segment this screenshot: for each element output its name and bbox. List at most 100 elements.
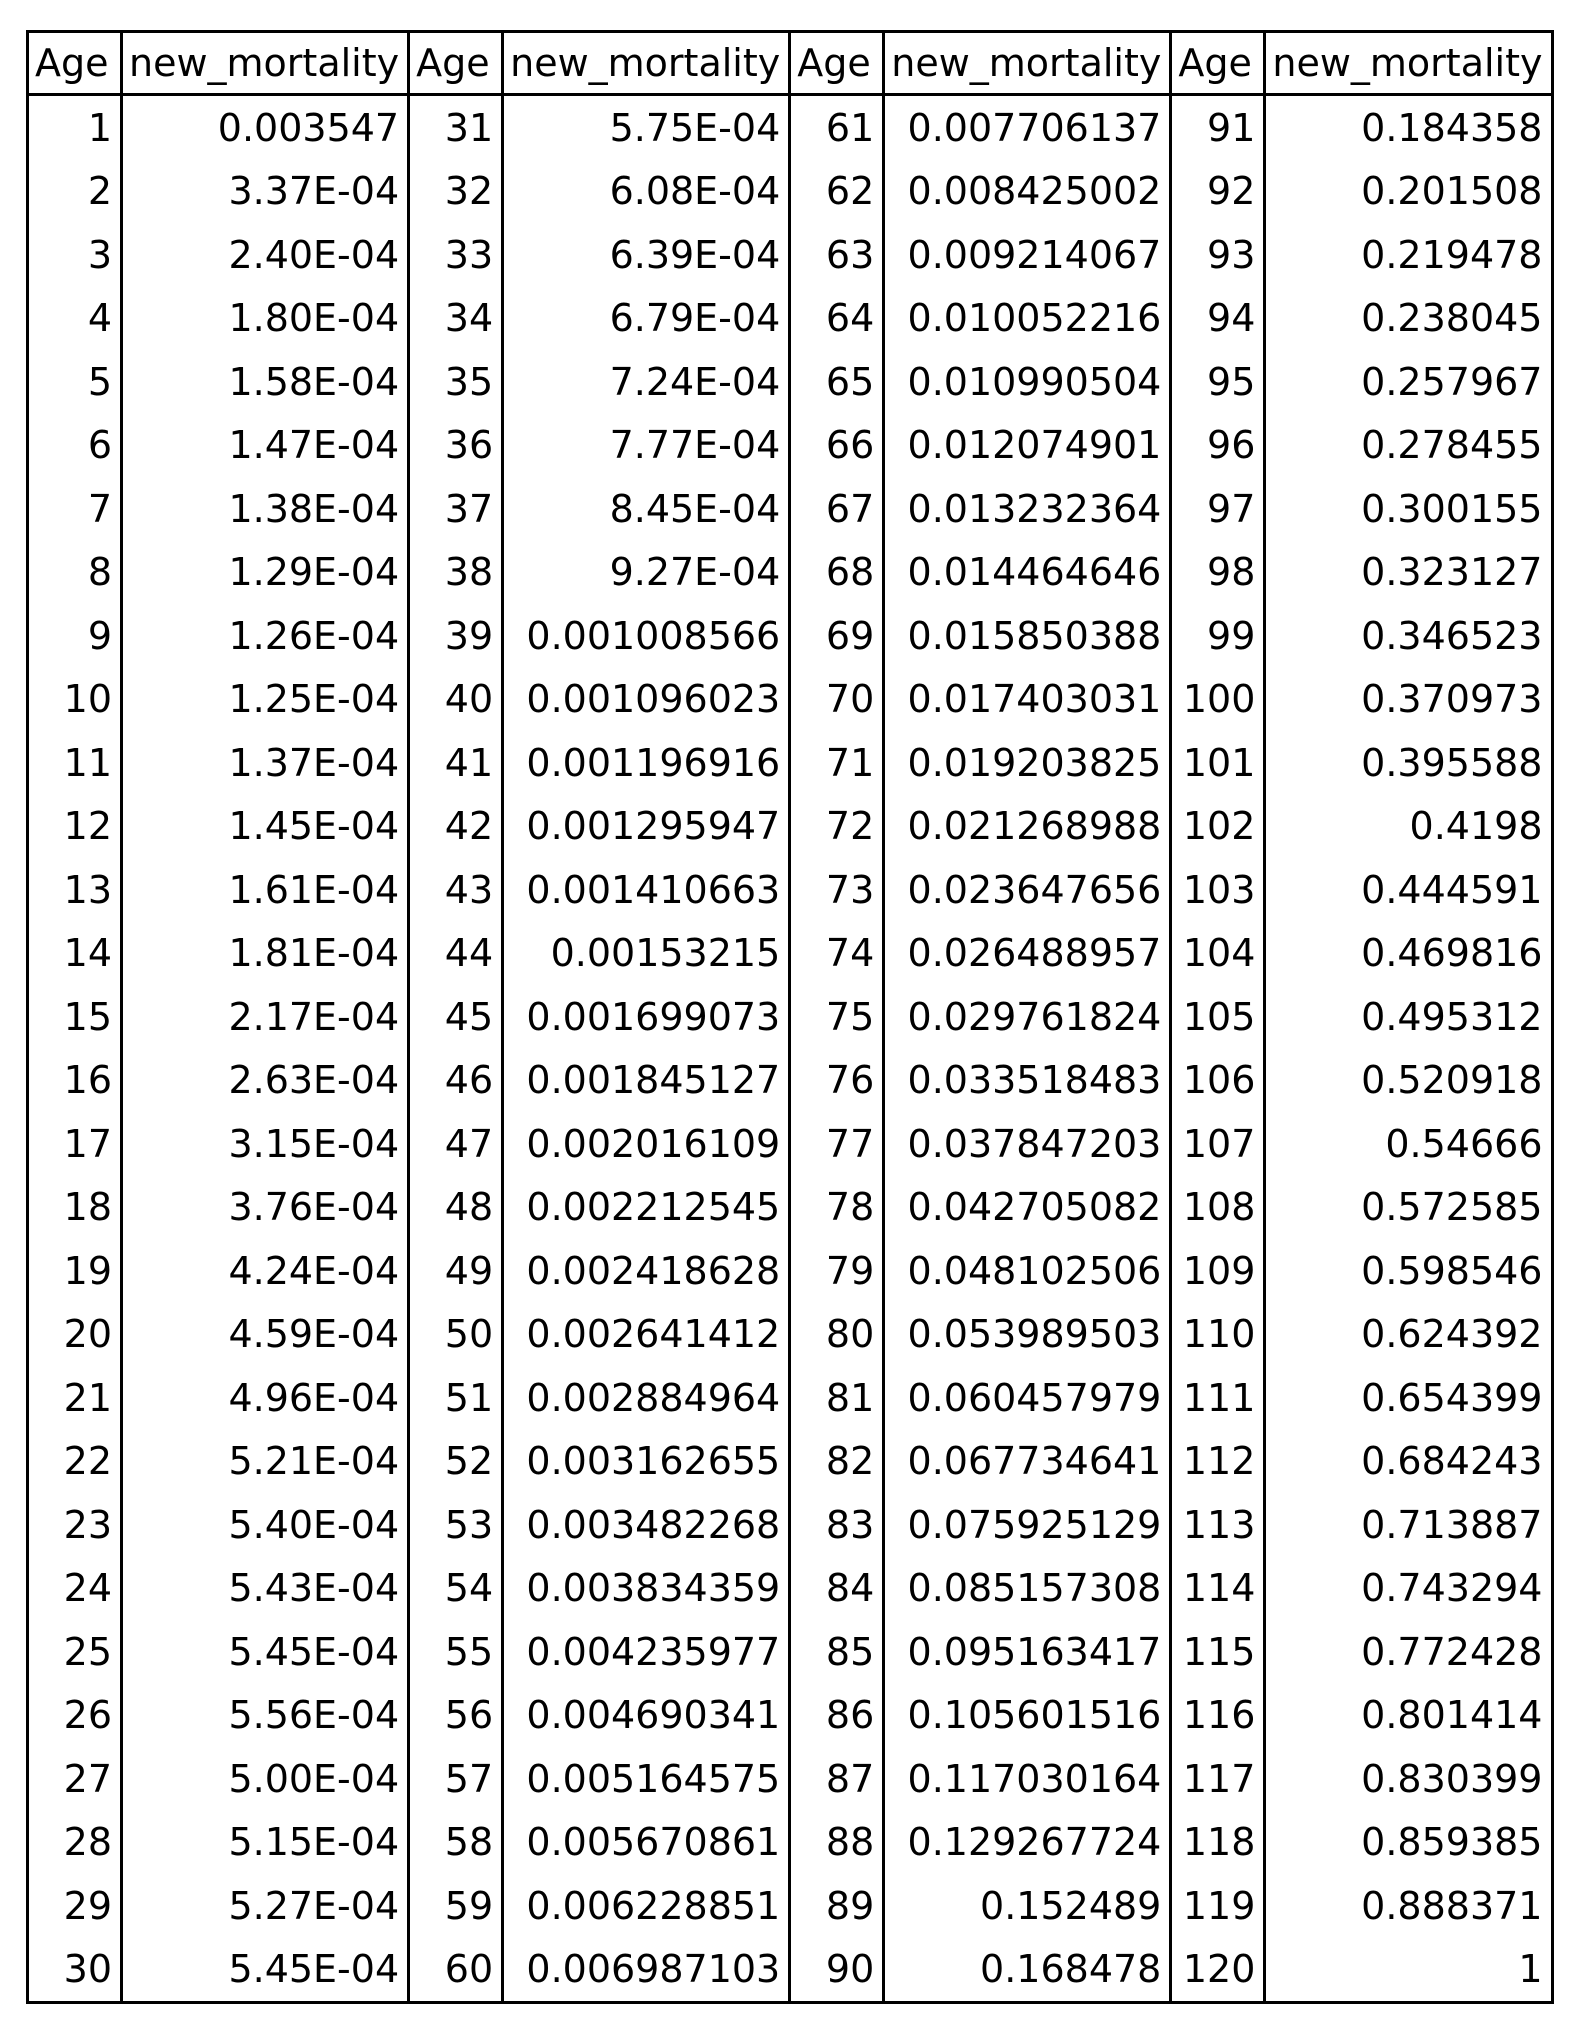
mortality-cell: 1 xyxy=(1263,1937,1554,2004)
mortality-cell: 0.238045 xyxy=(1263,286,1554,350)
mortality-cell: 3.15E-04 xyxy=(119,1112,411,1176)
age-cell: 55 xyxy=(407,1620,505,1684)
mortality-cell: 0.002016109 xyxy=(501,1112,792,1176)
mortality-cell: 0.323127 xyxy=(1263,540,1554,604)
table-row: 25 5.45E-04 55 0.004235977 85 0.095163417 115 0… xyxy=(26,1620,1554,1684)
mortality-cell: 0.201508 xyxy=(1263,159,1554,223)
mortality-cell: 0.001410663 xyxy=(501,858,792,922)
mortality-cell: 5.40E-04 xyxy=(119,1493,411,1557)
mortality-cell: 0.184358 xyxy=(1263,94,1554,160)
age-cell: 116 xyxy=(1169,1683,1267,1747)
age-cell: 112 xyxy=(1169,1429,1267,1493)
mortality-cell: 6.39E-04 xyxy=(501,223,792,287)
age-cell: 34 xyxy=(407,286,505,350)
mortality-cell: 0.029761824 xyxy=(882,985,1173,1049)
mortality-cell: 9.27E-04 xyxy=(501,540,792,604)
age-cell: 81 xyxy=(788,1366,886,1430)
mortality-cell: 0.624392 xyxy=(1263,1302,1554,1366)
age-cell: 5 xyxy=(26,350,123,414)
age-cell: 86 xyxy=(788,1683,886,1747)
age-cell: 64 xyxy=(788,286,886,350)
table-row: 12 1.45E-04 42 0.001295947 72 0.021268988 102 0… xyxy=(26,794,1554,858)
mortality-cell: 0.002884964 xyxy=(501,1366,792,1430)
mortality-cell: 0.006228851 xyxy=(501,1874,792,1938)
mortality-cell: 5.45E-04 xyxy=(119,1937,411,2004)
mortality-cell: 0.067734641 xyxy=(882,1429,1173,1493)
mortality-cell: 0.830399 xyxy=(1263,1747,1554,1811)
mortality-cell: 0.042705082 xyxy=(882,1175,1173,1239)
mortality-cell: 0.001699073 xyxy=(501,985,792,1049)
mortality-cell: 0.012074901 xyxy=(882,413,1173,477)
table-row: 13 1.61E-04 43 0.001410663 73 0.023647656 103 0… xyxy=(26,858,1554,922)
age-cell: 92 xyxy=(1169,159,1267,223)
age-cell: 42 xyxy=(407,794,505,858)
table-row: 29 5.27E-04 59 0.006228851 89 0.152489 119 0.88… xyxy=(26,1874,1554,1938)
age-cell: 93 xyxy=(1169,223,1267,287)
age-cell: 50 xyxy=(407,1302,505,1366)
mortality-cell: 0.219478 xyxy=(1263,223,1554,287)
mortality-cell: 0.152489 xyxy=(882,1874,1173,1938)
table-row: 18 3.76E-04 48 0.002212545 78 0.042705082 108 0… xyxy=(26,1175,1554,1239)
age-cell: 33 xyxy=(407,223,505,287)
table-row: 19 4.24E-04 49 0.002418628 79 0.048102506 109 0… xyxy=(26,1239,1554,1303)
age-cell: 13 xyxy=(26,858,123,922)
mortality-cell: 0.129267724 xyxy=(882,1810,1173,1874)
mortality-cell: 1.37E-04 xyxy=(119,731,411,795)
age-cell: 109 xyxy=(1169,1239,1267,1303)
age-cell: 59 xyxy=(407,1874,505,1938)
mortality-cell: 0.001096023 xyxy=(501,667,792,731)
column-header-new-mortality: new_mortality xyxy=(882,30,1173,96)
table-row: 3 2.40E-04 33 6.39E-04 63 0.009214067 93 0.2194… xyxy=(26,223,1554,287)
age-cell: 119 xyxy=(1169,1874,1267,1938)
table-row: 14 1.81E-04 44 0.00153215 74 0.026488957 104 0.… xyxy=(26,921,1554,985)
table-row: 10 1.25E-04 40 0.001096023 70 0.017403031 100 0… xyxy=(26,667,1554,731)
age-cell: 20 xyxy=(26,1302,123,1366)
age-cell: 90 xyxy=(788,1937,886,2004)
mortality-cell: 0.021268988 xyxy=(882,794,1173,858)
age-cell: 106 xyxy=(1169,1048,1267,1112)
age-cell: 46 xyxy=(407,1048,505,1112)
mortality-cell: 0.598546 xyxy=(1263,1239,1554,1303)
mortality-cell: 0.572585 xyxy=(1263,1175,1554,1239)
age-cell: 104 xyxy=(1169,921,1267,985)
age-cell: 62 xyxy=(788,159,886,223)
age-cell: 101 xyxy=(1169,731,1267,795)
age-cell: 17 xyxy=(26,1112,123,1176)
mortality-cell: 0.495312 xyxy=(1263,985,1554,1049)
mortality-cell: 5.75E-04 xyxy=(501,94,792,160)
mortality-cell: 6.79E-04 xyxy=(501,286,792,350)
mortality-cell: 0.105601516 xyxy=(882,1683,1173,1747)
age-cell: 79 xyxy=(788,1239,886,1303)
mortality-cell: 5.27E-04 xyxy=(119,1874,411,1938)
mortality-cell: 2.63E-04 xyxy=(119,1048,411,1112)
mortality-cell: 1.47E-04 xyxy=(119,413,411,477)
mortality-cell: 0.019203825 xyxy=(882,731,1173,795)
age-cell: 108 xyxy=(1169,1175,1267,1239)
mortality-cell: 5.43E-04 xyxy=(119,1556,411,1620)
mortality-cell: 7.24E-04 xyxy=(501,350,792,414)
mortality-cell: 0.346523 xyxy=(1263,604,1554,668)
mortality-cell: 0.743294 xyxy=(1263,1556,1554,1620)
mortality-cell: 1.25E-04 xyxy=(119,667,411,731)
mortality-cell: 0.168478 xyxy=(882,1937,1173,2004)
age-cell: 117 xyxy=(1169,1747,1267,1811)
mortality-cell: 0.370973 xyxy=(1263,667,1554,731)
age-cell: 37 xyxy=(407,477,505,541)
age-cell: 53 xyxy=(407,1493,505,1557)
mortality-cell: 7.77E-04 xyxy=(501,413,792,477)
column-header-age: Age xyxy=(407,30,505,96)
age-cell: 85 xyxy=(788,1620,886,1684)
age-cell: 22 xyxy=(26,1429,123,1493)
age-cell: 75 xyxy=(788,985,886,1049)
mortality-cell: 0.075925129 xyxy=(882,1493,1173,1557)
table-row: 7 1.38E-04 37 8.45E-04 67 0.013232364 97 0.3001… xyxy=(26,477,1554,541)
mortality-cell: 0.009214067 xyxy=(882,223,1173,287)
age-cell: 61 xyxy=(788,94,886,160)
age-cell: 77 xyxy=(788,1112,886,1176)
age-cell: 16 xyxy=(26,1048,123,1112)
mortality-cell: 0.395588 xyxy=(1263,731,1554,795)
age-cell: 63 xyxy=(788,223,886,287)
mortality-cell: 0.801414 xyxy=(1263,1683,1554,1747)
age-cell: 8 xyxy=(26,540,123,604)
age-cell: 14 xyxy=(26,921,123,985)
